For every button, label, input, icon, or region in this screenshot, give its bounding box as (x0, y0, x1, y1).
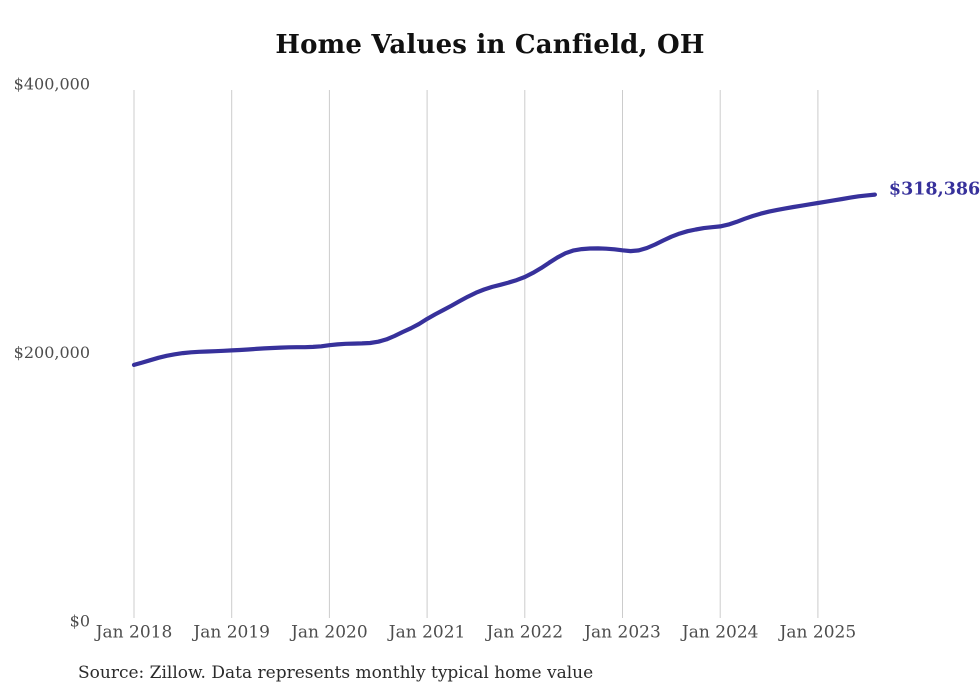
y-axis-tick-label: $0 (70, 612, 90, 631)
y-axis-tick-label: $200,000 (14, 343, 90, 362)
x-axis-tick-label: Jan 2018 (94, 623, 173, 643)
source-note: Source: Zillow. Data represents monthly … (78, 663, 594, 683)
x-axis-tick-label: Jan 2021 (387, 623, 466, 643)
x-axis-tick-label: Jan 2023 (582, 623, 661, 643)
chart-title: Home Values in Canfield, OH (275, 30, 705, 60)
x-axis-tick-label: Jan 2019 (191, 623, 270, 643)
x-axis-tick-label: Jan 2022 (485, 623, 564, 643)
final-value-label: $318,386 (889, 180, 980, 200)
x-axis-tick-label: Jan 2024 (680, 623, 759, 643)
x-axis-tick-label: Jan 2025 (778, 623, 857, 643)
home-value-series-line (131, 192, 878, 367)
x-axis-tick-label: Jan 2020 (289, 623, 368, 643)
y-axis-tick-label: $400,000 (14, 75, 90, 94)
